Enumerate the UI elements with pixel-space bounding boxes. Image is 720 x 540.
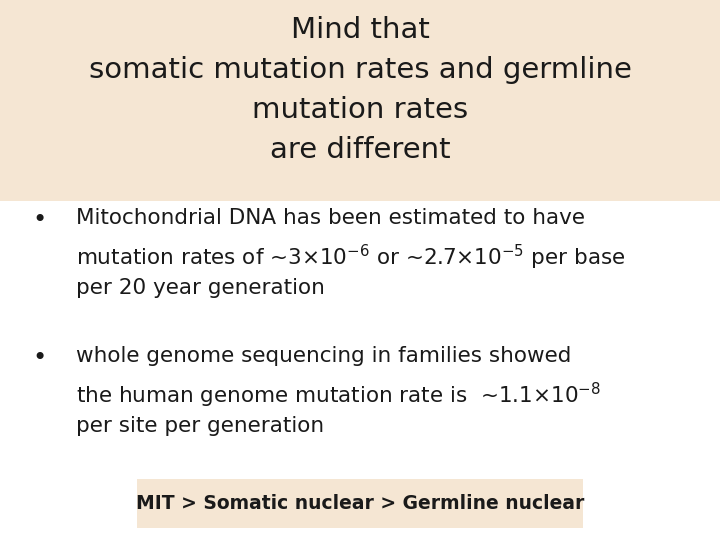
Text: whole genome sequencing in families showed: whole genome sequencing in families show…	[76, 346, 571, 366]
Bar	[0, 0, 720, 201]
Bar	[137, 479, 583, 528]
Text: MIT > Somatic nuclear > Germline nuclear: MIT > Somatic nuclear > Germline nuclear	[136, 494, 584, 513]
Text: per 20 year generation: per 20 year generation	[76, 278, 325, 298]
Text: mutation rates of ~3$\times$10$^{-6}$ or ~2.7$\times$10$^{-5}$ per base: mutation rates of ~3$\times$10$^{-6}$ or…	[76, 243, 625, 272]
Text: Mind that
somatic mutation rates and germline
mutation rates
are different: Mind that somatic mutation rates and ger…	[89, 16, 631, 165]
Text: the human genome mutation rate is  ~1.1$\times$10$^{-8}$: the human genome mutation rate is ~1.1$\…	[76, 381, 600, 410]
Text: •: •	[32, 346, 47, 369]
Text: per site per generation: per site per generation	[76, 416, 324, 436]
Text: Mitochondrial DNA has been estimated to have: Mitochondrial DNA has been estimated to …	[76, 208, 585, 228]
Text: •: •	[32, 208, 47, 232]
